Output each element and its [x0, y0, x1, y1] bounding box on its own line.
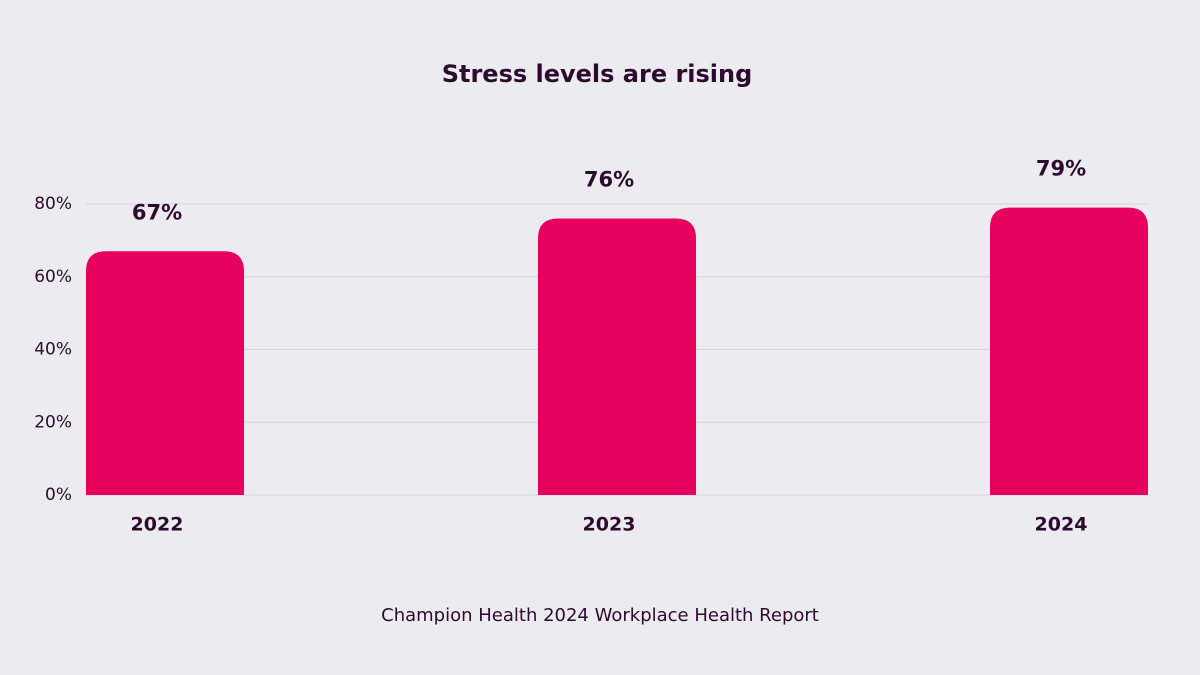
value-label: 67% — [132, 200, 182, 224]
y-tick-label: 20% — [34, 412, 72, 432]
x-tick-label: 2024 — [1035, 514, 1088, 536]
source-note: Champion Health 2024 Workplace Health Re… — [381, 605, 819, 626]
x-tick-label: 2022 — [131, 514, 184, 536]
x-tick-label: 2023 — [583, 514, 636, 536]
y-tick-label: 60% — [34, 267, 72, 287]
y-tick-label: 40% — [34, 340, 72, 360]
chart-title: Stress levels are rising — [442, 60, 753, 88]
bar — [538, 218, 696, 496]
value-label: 79% — [1036, 157, 1086, 181]
y-tick-label: 0% — [45, 485, 72, 505]
bar — [86, 251, 244, 495]
y-tick-label: 80% — [34, 194, 72, 214]
value-label: 76% — [584, 168, 634, 192]
bar — [990, 207, 1148, 495]
